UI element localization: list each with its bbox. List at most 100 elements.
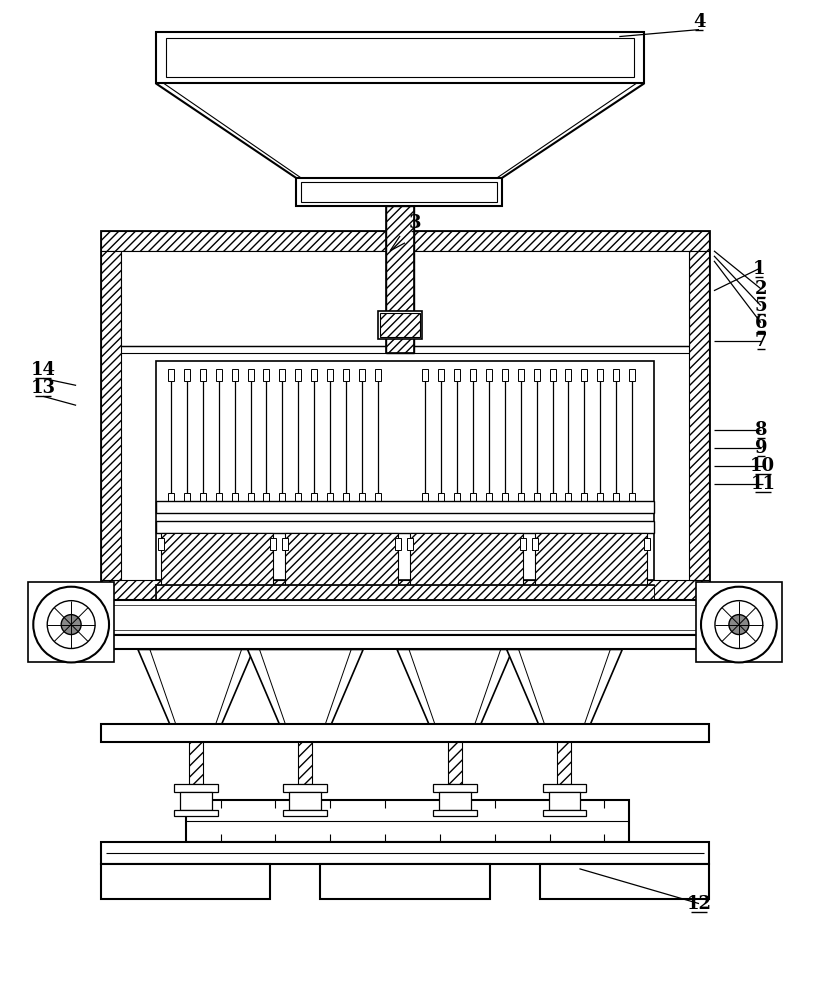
- Bar: [296, 178, 501, 206]
- Bar: [486, 493, 492, 501]
- Bar: [173, 784, 218, 792]
- Circle shape: [47, 601, 95, 648]
- Bar: [101, 635, 709, 649]
- Bar: [386, 206, 414, 353]
- Bar: [550, 493, 555, 501]
- Bar: [101, 580, 709, 600]
- Polygon shape: [248, 649, 363, 724]
- Bar: [231, 369, 237, 381]
- Bar: [375, 493, 381, 501]
- Bar: [158, 538, 164, 550]
- Polygon shape: [397, 649, 513, 724]
- Bar: [248, 369, 254, 381]
- Bar: [344, 369, 349, 381]
- Bar: [173, 810, 218, 816]
- Bar: [582, 369, 587, 381]
- Bar: [629, 493, 636, 501]
- Bar: [448, 742, 462, 784]
- Text: 10: 10: [750, 457, 775, 475]
- Bar: [283, 810, 327, 816]
- Bar: [454, 493, 460, 501]
- Bar: [101, 231, 709, 600]
- Text: 12: 12: [686, 895, 712, 913]
- Bar: [438, 493, 444, 501]
- Bar: [184, 369, 190, 381]
- Text: 14: 14: [31, 361, 56, 379]
- Text: 6: 6: [754, 314, 767, 332]
- Bar: [535, 533, 647, 585]
- Bar: [156, 361, 654, 580]
- Bar: [375, 369, 381, 381]
- Bar: [410, 533, 523, 585]
- Bar: [614, 369, 619, 381]
- Text: 2: 2: [754, 280, 767, 298]
- Bar: [518, 493, 524, 501]
- Bar: [438, 369, 444, 381]
- Bar: [518, 369, 524, 381]
- Bar: [156, 521, 654, 533]
- Bar: [433, 810, 477, 816]
- Circle shape: [34, 587, 109, 662]
- Bar: [533, 493, 540, 501]
- Bar: [378, 311, 422, 339]
- Bar: [422, 493, 428, 501]
- Bar: [101, 864, 271, 899]
- Bar: [380, 313, 420, 337]
- Circle shape: [61, 615, 81, 635]
- Bar: [216, 369, 222, 381]
- Bar: [614, 493, 619, 501]
- Bar: [629, 369, 636, 381]
- Bar: [263, 369, 269, 381]
- Bar: [295, 369, 301, 381]
- Circle shape: [701, 587, 777, 662]
- Bar: [283, 784, 327, 792]
- Bar: [290, 792, 321, 810]
- Bar: [645, 538, 650, 550]
- Bar: [519, 538, 526, 550]
- Bar: [156, 32, 645, 83]
- Bar: [689, 251, 709, 580]
- Text: 7: 7: [754, 332, 767, 350]
- Bar: [312, 493, 317, 501]
- Bar: [359, 369, 365, 381]
- Text: 4: 4: [693, 13, 705, 31]
- Bar: [558, 742, 572, 784]
- Bar: [231, 493, 237, 501]
- Bar: [327, 369, 333, 381]
- Bar: [321, 864, 490, 899]
- Bar: [285, 533, 398, 585]
- Text: 3: 3: [409, 214, 421, 232]
- Text: 13: 13: [31, 379, 56, 397]
- Bar: [533, 369, 540, 381]
- Bar: [184, 493, 190, 501]
- Polygon shape: [138, 649, 254, 724]
- Bar: [29, 582, 114, 662]
- Bar: [156, 501, 654, 513]
- Bar: [156, 585, 654, 599]
- Bar: [312, 369, 317, 381]
- Bar: [327, 493, 333, 501]
- Bar: [282, 538, 289, 550]
- Bar: [550, 369, 555, 381]
- Bar: [299, 742, 312, 784]
- Bar: [540, 864, 709, 899]
- Circle shape: [729, 615, 748, 635]
- Bar: [359, 493, 365, 501]
- Bar: [156, 585, 654, 599]
- Bar: [248, 493, 254, 501]
- Bar: [271, 538, 276, 550]
- Bar: [166, 38, 634, 77]
- Bar: [101, 251, 121, 580]
- Text: 1: 1: [753, 260, 765, 278]
- Bar: [186, 800, 629, 842]
- Bar: [344, 493, 349, 501]
- Bar: [386, 206, 414, 353]
- Bar: [295, 493, 301, 501]
- Bar: [597, 369, 604, 381]
- Bar: [280, 493, 285, 501]
- Bar: [501, 369, 508, 381]
- Bar: [280, 369, 285, 381]
- Text: 11: 11: [750, 475, 775, 493]
- Bar: [263, 493, 269, 501]
- Text: 5: 5: [754, 297, 767, 315]
